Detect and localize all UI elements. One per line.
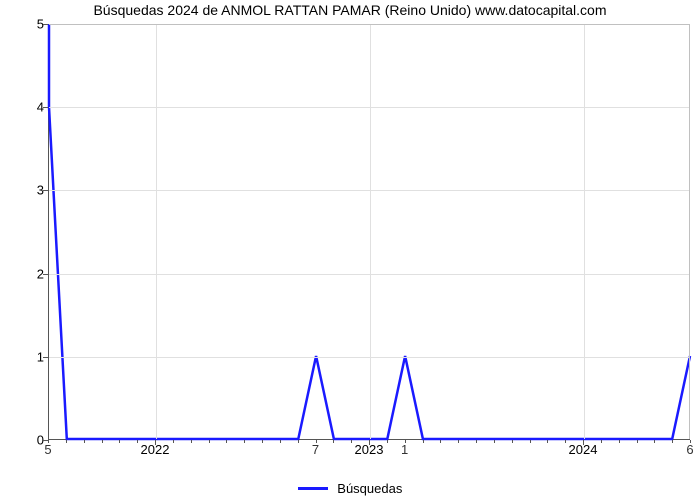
x-minor-tick: [191, 440, 192, 443]
x-minor-tick: [84, 440, 85, 443]
x-minor-tick: [672, 440, 673, 443]
x-minor-tick: [458, 440, 459, 443]
x-minor-tick: [173, 440, 174, 443]
plot-area: [48, 24, 690, 440]
x-minor-tick: [280, 440, 281, 443]
x-minor-tick: [66, 440, 67, 443]
legend-swatch: [298, 487, 328, 490]
x-minor-tick: [333, 440, 334, 443]
line-series: [49, 24, 690, 439]
point-value-label: 7: [312, 442, 319, 457]
series-line: [49, 24, 690, 439]
chart-container: Búsquedas 2024 de ANMOL RATTAN PAMAR (Re…: [0, 0, 700, 500]
y-tick-mark: [43, 190, 48, 191]
x-minor-tick: [476, 440, 477, 443]
x-minor-tick: [351, 440, 352, 443]
y-tick-mark: [43, 357, 48, 358]
x-minor-tick: [547, 440, 548, 443]
y-tick-label: 5: [4, 17, 44, 32]
x-minor-tick: [530, 440, 531, 443]
point-value-label: 5: [44, 442, 51, 457]
x-tick-mark: [583, 440, 584, 445]
x-minor-tick: [619, 440, 620, 443]
x-minor-tick: [119, 440, 120, 443]
legend: Búsquedas: [0, 480, 700, 496]
x-tick-mark: [155, 440, 156, 445]
y-tick-label: 2: [4, 266, 44, 281]
y-tick-mark: [43, 274, 48, 275]
x-minor-tick: [494, 440, 495, 443]
chart-title: Búsquedas 2024 de ANMOL RATTAN PAMAR (Re…: [0, 2, 700, 18]
x-minor-tick: [244, 440, 245, 443]
y-tick-mark: [43, 24, 48, 25]
x-minor-tick: [423, 440, 424, 443]
x-minor-tick: [102, 440, 103, 443]
x-minor-tick: [440, 440, 441, 443]
x-minor-tick: [226, 440, 227, 443]
x-minor-tick: [137, 440, 138, 443]
x-minor-tick: [654, 440, 655, 443]
y-tick-label: 1: [4, 349, 44, 364]
x-minor-tick: [601, 440, 602, 443]
x-minor-tick: [512, 440, 513, 443]
legend-label: Búsquedas: [337, 481, 402, 496]
x-minor-tick: [262, 440, 263, 443]
y-tick-mark: [43, 107, 48, 108]
x-minor-tick: [298, 440, 299, 443]
y-tick-label: 3: [4, 183, 44, 198]
x-tick-mark: [369, 440, 370, 445]
point-value-label: 1: [401, 442, 408, 457]
x-minor-tick: [565, 440, 566, 443]
y-tick-label: 0: [4, 433, 44, 448]
x-minor-tick: [387, 440, 388, 443]
y-tick-label: 4: [4, 100, 44, 115]
x-minor-tick: [637, 440, 638, 443]
x-minor-tick: [209, 440, 210, 443]
point-value-label: 6: [686, 442, 693, 457]
